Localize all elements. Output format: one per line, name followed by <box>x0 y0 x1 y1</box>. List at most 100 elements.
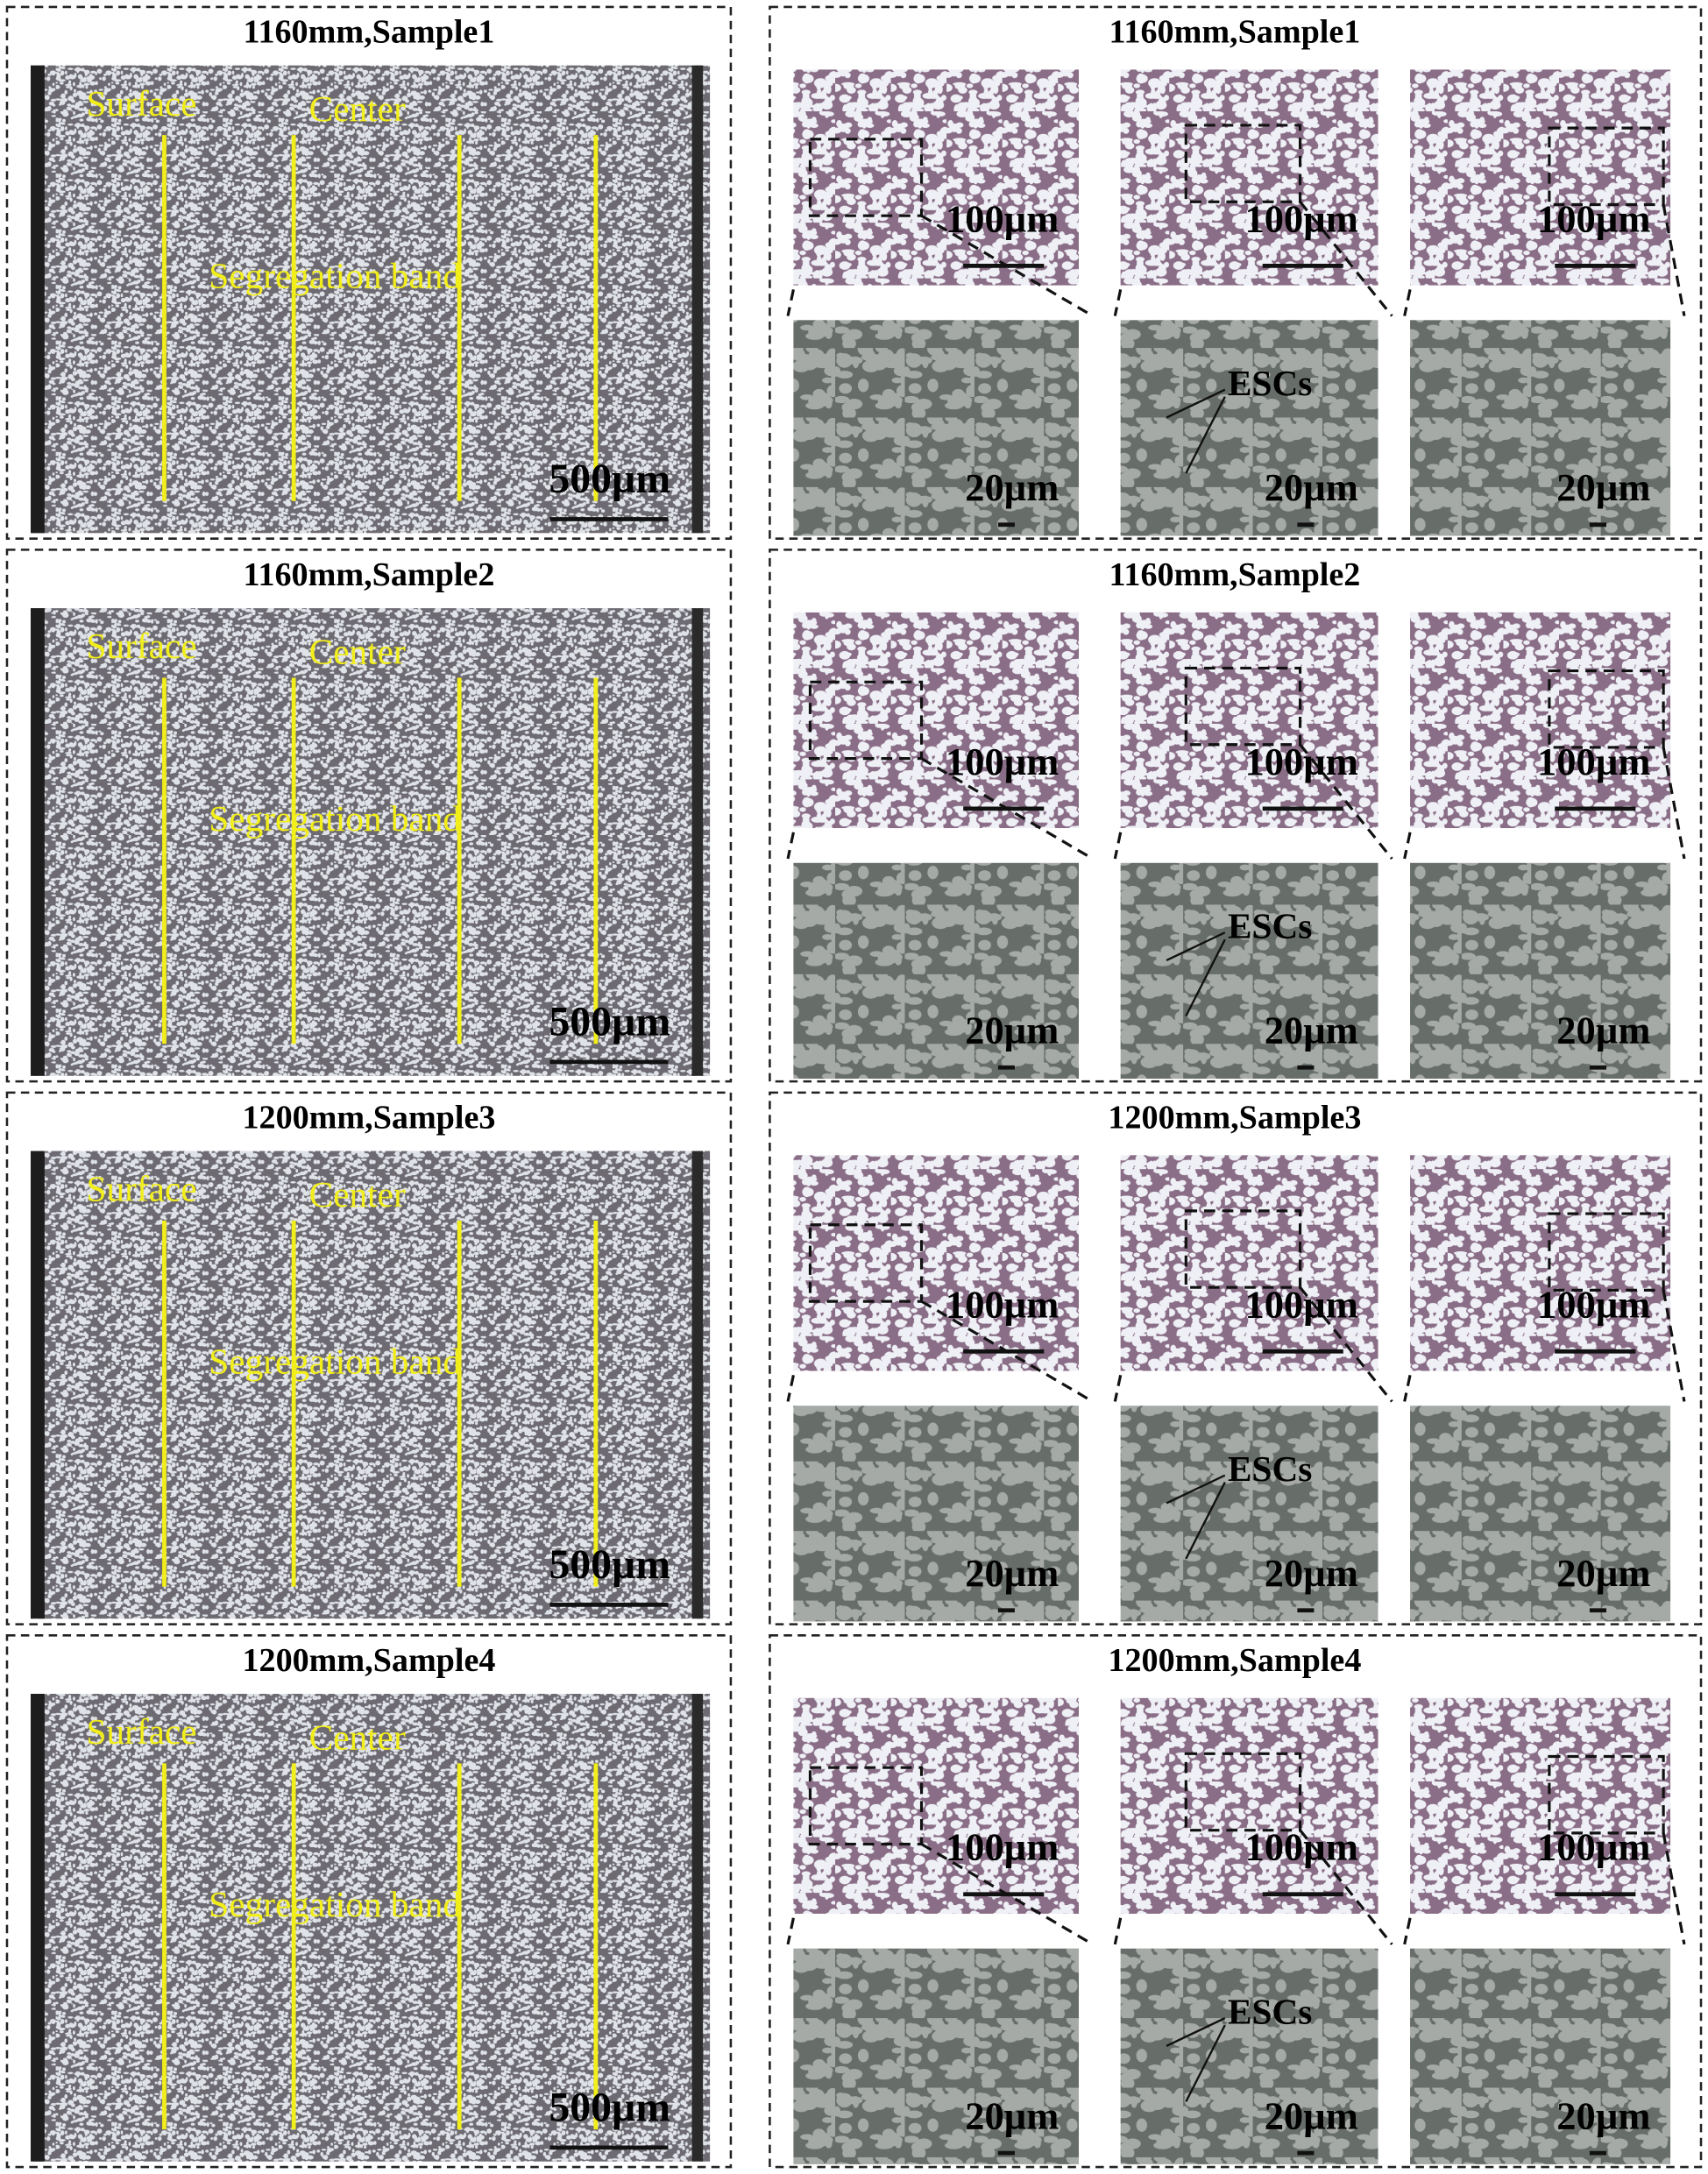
esc-label: ESCs <box>1228 905 1312 945</box>
edge <box>30 1694 45 2162</box>
scale-label: 20µm <box>965 2093 1059 2137</box>
zoom-line <box>1299 1829 1393 1945</box>
surface-label: Surface <box>87 626 197 666</box>
scale-label: 20µm <box>1265 2093 1358 2137</box>
scale-label: 500µm <box>549 457 670 502</box>
arrow <box>1166 1474 1226 1505</box>
micrograph <box>1120 1948 1378 2164</box>
zoom-line <box>1662 204 1686 316</box>
micrograph <box>1120 320 1378 536</box>
edge <box>30 65 45 534</box>
zoom-line <box>1403 1374 1412 1402</box>
scale-label: 20µm <box>1265 1551 1358 1595</box>
arrow <box>1185 2024 1226 2102</box>
zoom-line <box>1299 201 1393 317</box>
panel-frame <box>5 549 733 1083</box>
micrograph <box>1120 862 1378 1079</box>
scale-label: 100µm <box>1244 1825 1357 1869</box>
scale-label: 100µm <box>1537 196 1650 240</box>
arrow <box>1166 931 1226 962</box>
panel-title: 1160mm,Sample2 <box>1109 556 1360 593</box>
zoom-line <box>1113 1917 1123 1945</box>
panel-frame <box>5 1091 733 1625</box>
zoom-line <box>1662 747 1686 860</box>
zoom-box <box>1548 126 1665 207</box>
micrograph <box>793 862 1080 1079</box>
micrograph <box>1120 1406 1378 1622</box>
micrograph <box>1410 1948 1671 2164</box>
zoom-box <box>808 138 924 217</box>
panel-frame <box>769 1634 1703 2169</box>
panel-frame <box>5 5 733 540</box>
center-label: Center <box>309 89 406 129</box>
esc-label: ESCs <box>1228 1991 1312 2031</box>
band-label: Segregation band <box>209 256 461 296</box>
zoom-line <box>1113 832 1123 860</box>
micrograph <box>1120 1697 1378 1914</box>
scale-label: 20µm <box>1265 465 1358 509</box>
scale-label: 100µm <box>1244 740 1357 783</box>
scale-label: 100µm <box>1537 740 1650 783</box>
scale-label: 100µm <box>1244 196 1357 240</box>
arrow <box>1185 396 1226 474</box>
scale-label: 100µm <box>946 1282 1059 1326</box>
scale-label: 500µm <box>549 1542 670 1588</box>
zoom-box <box>808 1223 924 1303</box>
zoom-box <box>1548 1754 1665 1835</box>
micrograph <box>793 1155 1080 1371</box>
arrow <box>1185 938 1226 1017</box>
center-label: Center <box>309 1174 406 1214</box>
panel-frame <box>769 549 1703 1083</box>
surface-label: Surface <box>87 1169 197 1209</box>
band-label: Segregation band <box>209 1342 461 1382</box>
zoom-line <box>1662 1290 1686 1402</box>
micrograph <box>1410 612 1671 829</box>
zoom-box <box>1184 1209 1302 1289</box>
center-label: Center <box>309 1717 406 1757</box>
scale-label: 500µm <box>549 1000 670 1045</box>
scale-label: 20µm <box>1556 1008 1650 1052</box>
panel-title: 1200mm,Sample3 <box>242 1099 495 1136</box>
arrow <box>1166 2017 1226 2047</box>
zoom-line <box>1403 289 1412 316</box>
micrograph <box>793 612 1080 829</box>
scale-label: 20µm <box>965 465 1059 509</box>
scale-label: 20µm <box>1556 465 1650 509</box>
zoom-line <box>786 1917 795 1945</box>
scale-label: 20µm <box>1556 2093 1650 2137</box>
panel-frame <box>769 1091 1703 1625</box>
edge <box>691 65 704 534</box>
zoom-box <box>1548 1212 1665 1292</box>
zoom-line <box>1113 1374 1123 1402</box>
micrograph <box>793 1697 1080 1914</box>
band-label: Segregation band <box>209 798 461 839</box>
zoom-line <box>1403 832 1412 860</box>
zoom-line <box>1299 1286 1393 1403</box>
surface-label: Surface <box>87 1711 197 1752</box>
micrograph <box>793 1948 1080 2164</box>
scale-label: 20µm <box>1265 1008 1358 1052</box>
micrograph <box>793 320 1080 536</box>
arrow <box>1166 388 1226 419</box>
zoom-box <box>1184 1752 1302 1832</box>
micrograph <box>1120 1155 1378 1371</box>
edge <box>30 608 45 1076</box>
scale-label: 100µm <box>946 1825 1059 1869</box>
scale-label: 20µm <box>1556 1551 1650 1595</box>
zoom-box <box>1184 124 1302 203</box>
scale-label: 100µm <box>1537 1825 1650 1869</box>
scale-label: 100µm <box>946 196 1059 240</box>
arrow <box>1185 1482 1226 1560</box>
micrograph <box>1120 69 1378 286</box>
scale-label: 100µm <box>1244 1282 1357 1326</box>
zoom-line <box>1403 1917 1412 1945</box>
panel-frame <box>5 1634 733 2169</box>
esc-label: ESCs <box>1228 1448 1312 1489</box>
micrograph <box>1410 1406 1671 1622</box>
edge <box>691 1694 704 2162</box>
scale-label: 20µm <box>965 1008 1059 1052</box>
scale-label: 500µm <box>549 2085 670 2130</box>
panel-title: 1200mm,Sample4 <box>1108 1642 1361 1679</box>
surface-label: Surface <box>87 83 197 124</box>
